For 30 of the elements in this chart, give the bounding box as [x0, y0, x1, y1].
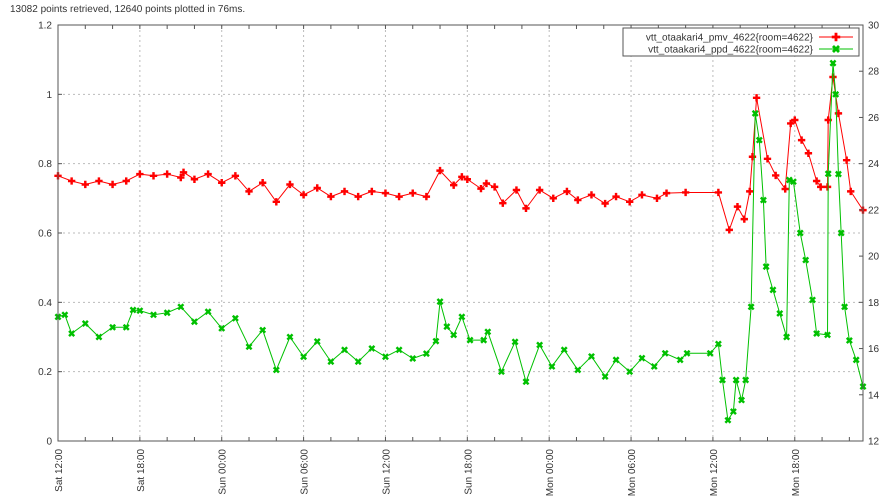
- y2-tick-label: 18: [868, 298, 880, 309]
- x-tick-label: Sun 06:00: [300, 448, 311, 495]
- y-tick-label: 1.2: [38, 20, 52, 32]
- y-tick-label: 0.8: [38, 159, 52, 170]
- x-tick-label: Sun 00:00: [218, 448, 229, 495]
- x-tick-label: Mon 06:00: [627, 448, 638, 496]
- y2-tick-label: 22: [868, 205, 880, 216]
- y-tick-label: 1: [46, 90, 52, 101]
- text: 13082 points retrieved, 12640 points plotted in 76ms.: [10, 4, 246, 15]
- x-tick-label: Mon 12:00: [708, 448, 720, 496]
- y2-tick-label: 24: [868, 159, 880, 170]
- legend-label: vtt_otaakari4_ppd_4622{room=4622}: [648, 44, 814, 56]
- y2-tick-label: 12: [868, 436, 880, 448]
- x-tick-label: Sun 12:00: [381, 448, 392, 495]
- x-tick-label: Mon 00:00: [545, 448, 556, 496]
- y-tick-label: 0.4: [38, 298, 52, 309]
- y-tick-label: 0.2: [38, 367, 52, 378]
- x-tick-label: Sat 12:00: [54, 448, 65, 492]
- y2-tick-label: 30: [868, 20, 880, 32]
- x-tick-label: Mon 18:00: [790, 448, 802, 496]
- x-tick-label: Sun 18:00: [463, 448, 474, 495]
- y-tick-label: 0: [46, 436, 52, 448]
- y-tick-label: 0.6: [38, 228, 52, 240]
- y2-tick-label: 26: [868, 112, 880, 124]
- y2-tick-label: 28: [868, 66, 880, 78]
- y2-tick-label: 16: [868, 344, 880, 356]
- x-tick-label: Sat 18:00: [136, 448, 147, 492]
- y2-tick-label: 20: [868, 252, 880, 263]
- legend-label: vtt_otaakari4_pmv_4622{room=4622}: [646, 32, 814, 44]
- y2-tick-label: 14: [868, 390, 880, 402]
